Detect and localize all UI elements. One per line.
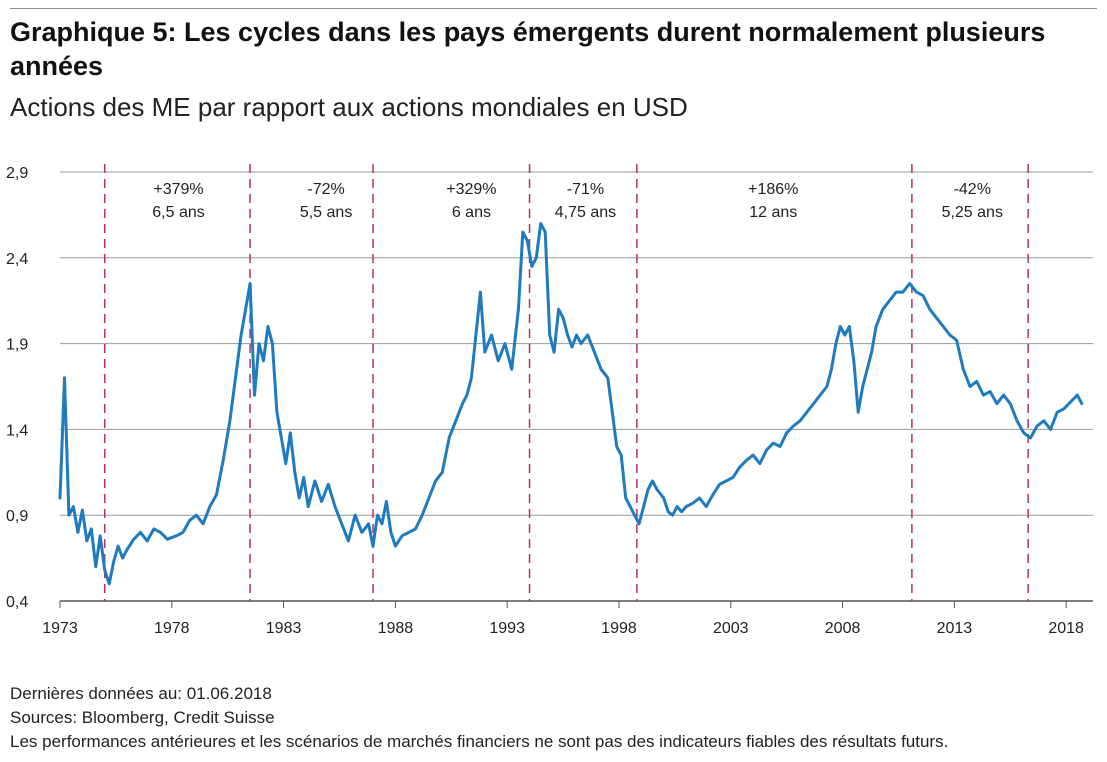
sources-note: Sources: Bloomberg, Credit Suisse <box>10 708 275 727</box>
x-tick-label: 1983 <box>266 620 302 637</box>
chart-footer: Dernières données au: 01.06.2018 Sources… <box>10 682 948 754</box>
series-line <box>58 222 1084 586</box>
grid-lines <box>60 171 1093 516</box>
cycle-change-label: -72% <box>307 181 344 198</box>
chart-subtitle: Actions des ME par rapport aux actions m… <box>10 92 688 122</box>
cycle-annotations: +379% 6,5 ans -72% 5,5 ans +329% 6 ans -71% 4,7… <box>152 181 1003 221</box>
cycle-duration-label: 5,5 ans <box>300 204 352 221</box>
line-chart: 0,4 0,9 1,4 1,9 2,4 2,9 1973 1978 1983 1988 1993 19… <box>6 164 1093 637</box>
y-tick-label: 2,4 <box>6 251 28 268</box>
x-tick-label: 1993 <box>489 620 525 637</box>
cycle-change-label: +329% <box>446 181 496 198</box>
cycle-change-label: -71% <box>567 181 604 198</box>
cycle-change-label: +186% <box>748 181 798 198</box>
x-tick-label: 1998 <box>601 620 637 637</box>
axes <box>59 600 1093 608</box>
x-tick-label: 2003 <box>713 620 749 637</box>
cycle-duration-label: 6,5 ans <box>152 204 204 221</box>
cycle-duration-label: 4,75 ans <box>555 204 616 221</box>
y-tick-label: 1,4 <box>6 422 28 439</box>
top-rule <box>10 8 1097 9</box>
y-tick-label: 0,4 <box>6 594 28 611</box>
disclaimer-note: Les performances antérieures et les scén… <box>10 732 949 751</box>
x-tick-label: 1978 <box>154 620 190 637</box>
x-tick-label: 2018 <box>1048 620 1084 637</box>
x-tick-label: 1973 <box>42 620 78 637</box>
last-data-note: Dernières données au: 01.06.2018 <box>10 684 272 703</box>
cycle-dividers <box>103 164 1029 601</box>
cycle-change-label: -42% <box>954 181 991 198</box>
cycle-duration-label: 12 ans <box>749 204 797 221</box>
cycle-duration-label: 5,25 ans <box>942 204 1003 221</box>
cycle-change-label: +379% <box>153 181 203 198</box>
y-tick-label: 2,9 <box>6 165 28 182</box>
y-tick-label: 1,9 <box>6 337 28 354</box>
x-tick-label: 2013 <box>937 620 973 637</box>
tick-labels: 0,4 0,9 1,4 1,9 2,4 2,9 1973 1978 1983 1988 1993 19… <box>6 165 1084 637</box>
series-line-layer <box>58 222 1084 586</box>
y-tick-label: 0,9 <box>6 508 28 525</box>
x-tick-label: 2008 <box>825 620 861 637</box>
x-tick-label: 1988 <box>378 620 414 637</box>
chart-title: Graphique 5: Les cycles dans les pays ém… <box>10 17 1046 81</box>
cycle-duration-label: 6 ans <box>452 204 491 221</box>
